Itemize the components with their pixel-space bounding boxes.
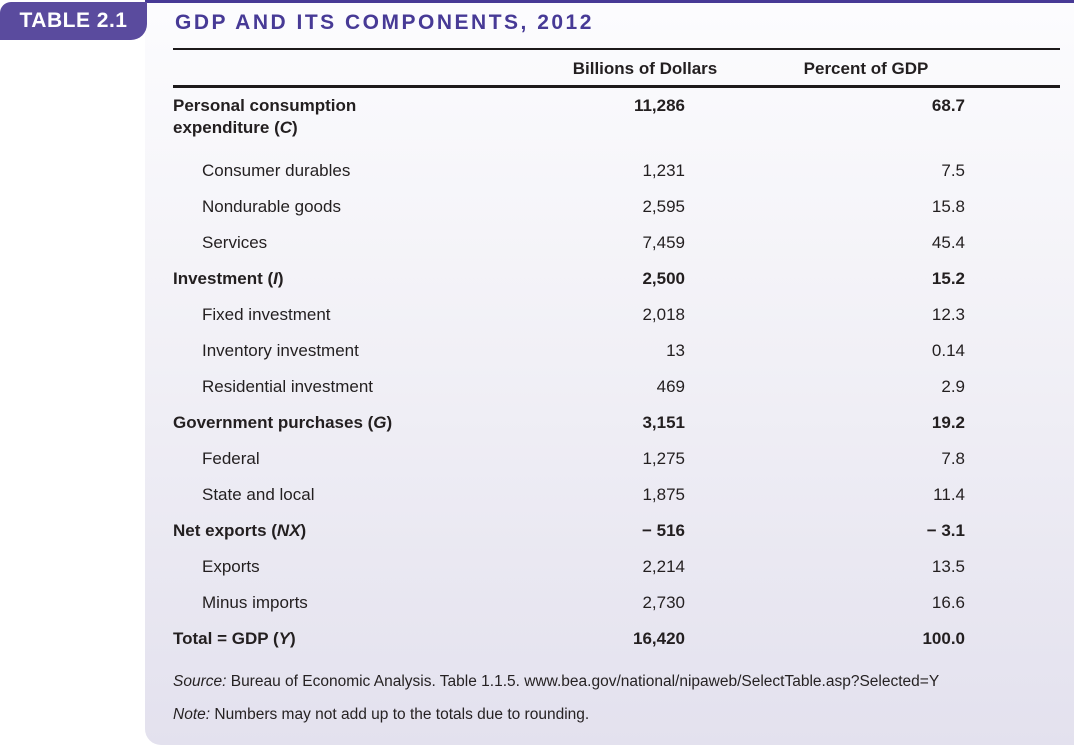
row-label: Consumer durables <box>202 161 351 180</box>
row-percent-value: 12.3 <box>931 305 965 324</box>
table-row: Government purchases (G) 3,151 19.2 <box>173 405 1060 441</box>
row-percent-value: 0.14 <box>931 341 965 360</box>
table-row: Investment (I) 2,500 15.2 <box>173 261 1060 297</box>
table-row: State and local 1,875 11.4 <box>173 477 1060 513</box>
row-billions-value: 1,875 <box>642 485 685 504</box>
row-percent-value: 15.2 <box>931 269 965 288</box>
table-row: Consumer durables 1,231 7.5 <box>173 153 1060 189</box>
row-billions-value: 1,275 <box>642 449 685 468</box>
row-label: Federal <box>202 449 260 468</box>
row-label: Minus imports <box>202 593 308 612</box>
table-row: Total = GDP (Y) 16,420 100.0 <box>173 621 1060 657</box>
gdp-table: Billions of Dollars Percent of GDP Perso… <box>173 48 1060 737</box>
source-text: Bureau of Economic Analysis. Table 1.1.5… <box>226 673 940 690</box>
row-billions-value: 7,459 <box>642 233 685 252</box>
row-billions-value: 16,420 <box>633 629 685 648</box>
row-billions-value: 3,151 <box>642 413 685 432</box>
table-row: Minus imports 2,730 16.6 <box>173 585 1060 621</box>
header-rule <box>173 85 1060 88</box>
table-row: Exports 2,214 13.5 <box>173 549 1060 585</box>
table-row: Nondurable goods 2,595 15.8 <box>173 189 1060 225</box>
row-percent-value: 2.9 <box>941 377 965 396</box>
row-percent-value: 7.8 <box>941 449 965 468</box>
row-billions-value: 11,286 <box>633 96 685 115</box>
table-row: Federal 1,275 7.8 <box>173 441 1060 477</box>
table-number-label: TABLE 2.1 <box>19 9 128 32</box>
table-row: Fixed investment 2,018 12.3 <box>173 297 1060 333</box>
table-panel <box>145 0 1074 745</box>
row-label: Residential investment <box>202 377 374 396</box>
table-row: Inventory investment 13 0.14 <box>173 333 1060 369</box>
table-row: Services 7,459 45.4 <box>173 225 1060 261</box>
row-percent-value: − 3.1 <box>926 521 965 540</box>
row-label: Exports <box>202 557 260 576</box>
row-percent-value: 68.7 <box>931 96 965 115</box>
row-percent-value: 15.8 <box>931 197 965 216</box>
column-header-billions: Billions of Dollars <box>572 59 718 78</box>
row-label: Fixed investment <box>202 305 331 324</box>
row-billions-value: 469 <box>656 377 685 396</box>
row-billions-value: 2,214 <box>642 557 685 576</box>
row-label: Personal consumption expenditure (C) <box>173 96 357 137</box>
row-percent-value: 7.5 <box>941 161 965 180</box>
table-row: Residential investment 469 2.9 <box>173 369 1060 405</box>
table-header-row: Billions of Dollars Percent of GDP <box>173 50 1060 85</box>
row-label: Inventory investment <box>202 341 359 360</box>
row-billions-value: 2,018 <box>642 305 685 324</box>
row-billions-value: 13 <box>666 341 685 360</box>
row-billions-value: 1,231 <box>642 161 685 180</box>
table-footer: Source: Bureau of Economic Analysis. Tab… <box>173 671 1060 725</box>
row-percent-value: 16.6 <box>931 593 965 612</box>
note-line: Note: Numbers may not add up to the tota… <box>173 704 1060 725</box>
row-label: Nondurable goods <box>202 197 341 216</box>
column-header-percent: Percent of GDP <box>803 59 929 78</box>
row-billions-value: 2,595 <box>642 197 685 216</box>
note-label: Note: <box>173 706 211 723</box>
row-percent-value: 13.5 <box>931 557 965 576</box>
source-line: Source: Bureau of Economic Analysis. Tab… <box>173 671 1060 692</box>
table-number-badge: TABLE 2.1 <box>0 2 147 40</box>
row-billions-value: 2,500 <box>642 269 685 288</box>
table-title: GDP AND ITS COMPONENTS, 2012 <box>175 11 594 34</box>
table-body: Personal consumption expenditure (C) 11,… <box>173 88 1060 657</box>
row-percent-value: 45.4 <box>931 233 965 252</box>
row-label: Total = GDP (Y) <box>173 629 296 648</box>
row-label: Services <box>202 233 268 252</box>
row-percent-value: 19.2 <box>931 413 965 432</box>
row-label: Investment (I) <box>173 269 284 288</box>
top-rule <box>173 48 1060 50</box>
source-label: Source: <box>173 673 227 690</box>
row-percent-value: 100.0 <box>922 629 965 648</box>
row-billions-value: 2,730 <box>642 593 685 612</box>
table-row: Net exports (NX) − 516 − 3.1 <box>173 513 1060 549</box>
table-row: Personal consumption expenditure (C) 11,… <box>173 88 1060 153</box>
row-label: State and local <box>202 485 315 504</box>
row-percent-value: 11.4 <box>933 485 965 504</box>
note-text: Numbers may not add up to the totals due… <box>210 706 590 723</box>
row-label: Government purchases (G) <box>173 413 393 432</box>
row-label: Net exports (NX) <box>173 521 307 540</box>
row-billions-value: − 516 <box>641 521 685 540</box>
